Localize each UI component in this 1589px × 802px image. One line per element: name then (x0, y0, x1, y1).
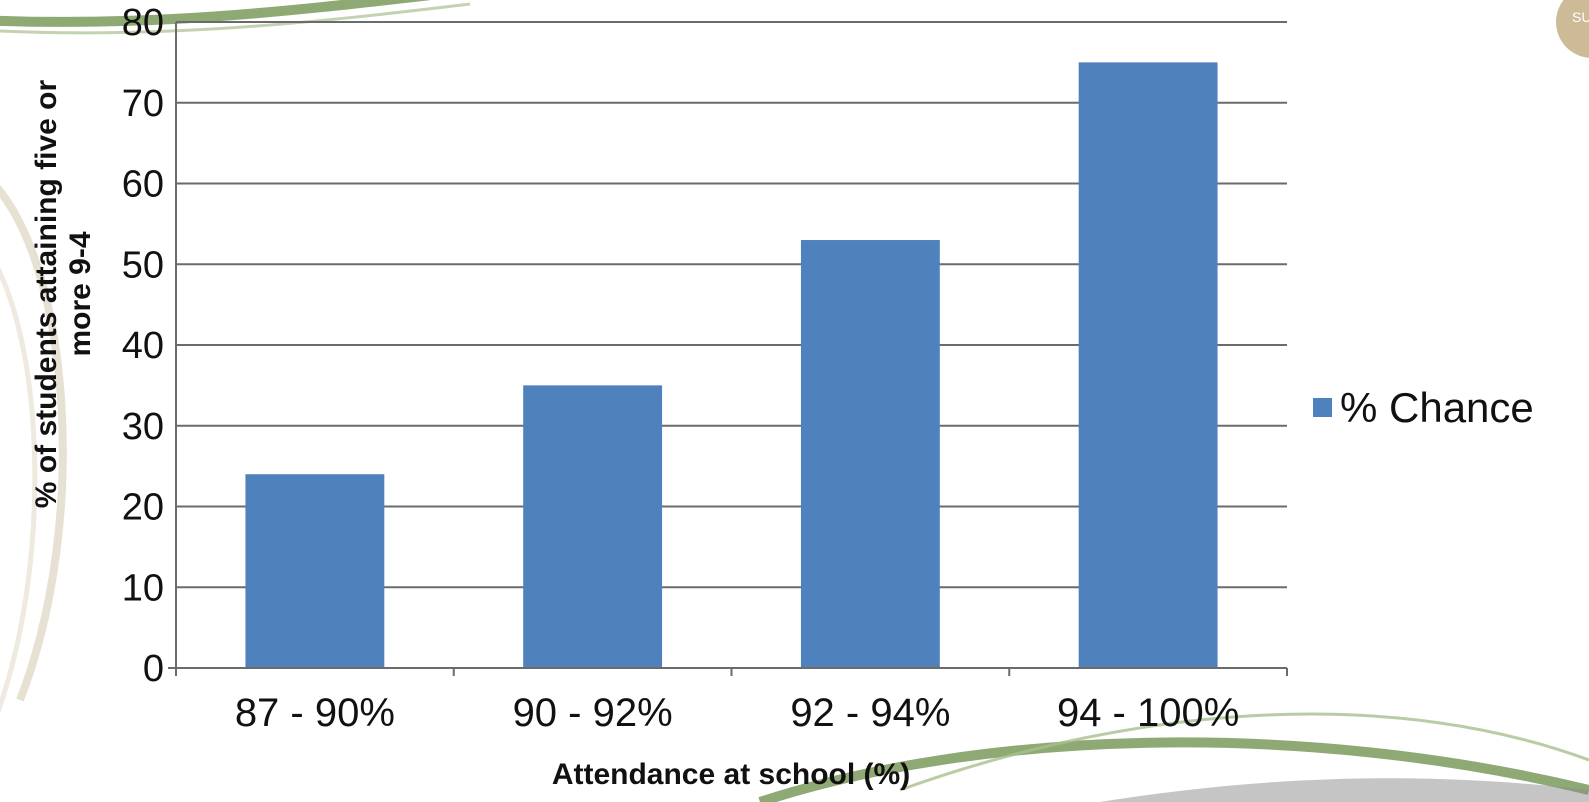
top-swoosh-thin (0, 2, 471, 35)
y-tick-label: 30 (122, 406, 164, 448)
y-axis-title-line-2: more 9-4 (64, 231, 97, 356)
bar (523, 385, 663, 668)
x-tick-label: 87 - 90% (235, 691, 395, 735)
y-tick-label: 0 (143, 648, 164, 690)
corner-badge (1556, 0, 1589, 58)
left-ring-outer (0, 267, 38, 714)
x-tick-labels: 87 - 90% 90 - 92% 92 - 94% 94 - 100% (235, 691, 1239, 735)
y-tick-label: 50 (122, 244, 164, 286)
bar (800, 240, 940, 668)
axes (168, 22, 1288, 676)
bar (1078, 62, 1218, 668)
bar (245, 474, 385, 668)
y-tick-label: 80 (122, 2, 164, 44)
legend: % Chance (1313, 384, 1534, 431)
legend-label: % Chance (1340, 384, 1534, 431)
left-ring (0, 185, 67, 702)
top-swoosh (0, 0, 432, 27)
x-tick-label: 92 - 94% (790, 691, 950, 735)
x-axis-title: Attendance at school (%) (552, 758, 910, 791)
bottom-swoosh-thin (899, 712, 1589, 792)
y-tick-label: 40 (122, 325, 164, 367)
x-tick-label: 94 - 100% (1057, 691, 1239, 735)
corner-badge-text: SU (1572, 9, 1589, 25)
bottom-swoosh (758, 737, 1589, 802)
y-tick-label: 20 (122, 487, 164, 529)
legend-swatch (1313, 398, 1332, 417)
y-axis-title-line-1: % of students attaining five or (30, 79, 63, 508)
y-tick-label: 70 (122, 83, 164, 125)
y-axis-title: % of students attaining five or more 9-4 (30, 79, 97, 508)
bottom-swoosh-fill (1100, 778, 1589, 802)
y-tick-labels: 0 10 20 30 40 50 60 70 80 (122, 2, 164, 690)
bars (245, 62, 1218, 668)
x-tick-label: 90 - 92% (513, 691, 673, 735)
y-tick-label: 10 (122, 567, 164, 609)
y-tick-label: 60 (122, 164, 164, 206)
